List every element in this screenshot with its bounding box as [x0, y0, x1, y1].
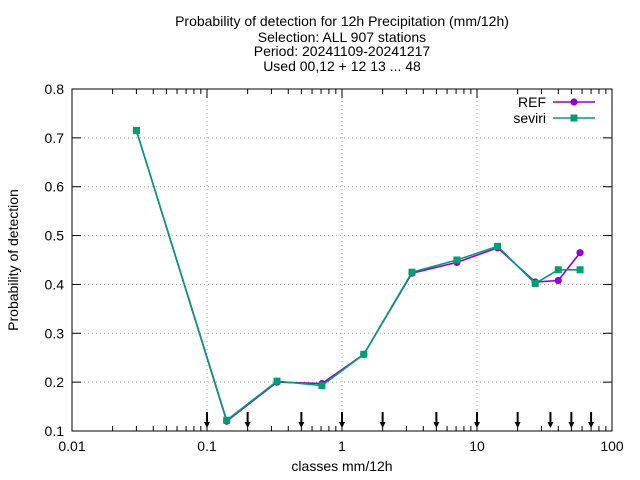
data-point: [360, 350, 368, 358]
class-boundary-arrowhead: [379, 422, 386, 428]
class-boundary-arrowhead: [244, 422, 251, 428]
data-point: [570, 114, 578, 122]
plot-frame: [71, 88, 613, 432]
data-point: [408, 268, 416, 276]
y-tick-label: 0.6: [45, 179, 65, 195]
chart-title-line-4: Used 00,12 + 12 13 ... 48: [263, 58, 421, 74]
class-boundary-arrowhead: [298, 422, 305, 428]
data-point: [554, 276, 562, 285]
data-point: [223, 416, 231, 424]
x-tick-label: 1: [338, 438, 346, 454]
data-point: [453, 256, 461, 264]
x-tick-label: 10: [469, 438, 485, 454]
y-tick-label: 0.8: [45, 81, 65, 97]
data-point: [273, 377, 281, 385]
series-seviri: [132, 127, 584, 424]
data-point: [554, 266, 562, 274]
class-boundary-arrowhead: [433, 422, 440, 428]
class-boundary-arrowhead: [588, 422, 595, 428]
class-boundary-arrowhead: [568, 422, 575, 428]
chart-title: Probability of detection for 12h Precipi…: [175, 13, 509, 74]
class-boundary-arrowhead: [204, 422, 210, 428]
chart-title-line-3: Period: 20241109-20241217: [254, 43, 431, 59]
y-tick-label: 0.1: [45, 423, 65, 439]
series-REF: [132, 126, 584, 425]
x-tick-label: 100: [600, 438, 624, 454]
series-line: [135, 130, 581, 423]
y-tick-label: 0.4: [45, 276, 65, 292]
class-boundary-arrowhead: [514, 422, 521, 428]
data-point: [531, 279, 539, 287]
data-point: [494, 242, 502, 250]
data-point: [132, 127, 140, 135]
data-point: [318, 382, 326, 390]
grid: [72, 89, 612, 431]
legend-label: REF: [518, 94, 546, 110]
class-boundary-arrowhead: [474, 422, 480, 428]
chart-title-line-2: Selection: ALL 907 stations: [258, 29, 426, 45]
series-line: [135, 130, 581, 422]
data-point: [576, 249, 584, 257]
x-tick-label: 0.1: [197, 438, 217, 454]
y-tick-label: 0.5: [45, 228, 65, 244]
chart-title-line-1: Probability of detection for 12h Precipi…: [175, 13, 509, 29]
x-tick-label: 0.01: [58, 438, 85, 454]
y-tick-label: 0.3: [45, 325, 65, 341]
y-tick-label: 0.7: [45, 130, 65, 146]
data-point: [576, 266, 584, 274]
data-point: [570, 98, 578, 106]
y-axis-label: Probability of detection: [5, 189, 21, 331]
legend-label: seviri: [513, 110, 546, 126]
x-axis-label: classes mm/12h: [291, 458, 392, 474]
class-boundary-arrowhead: [547, 422, 554, 428]
class-boundary-arrows: [204, 412, 595, 428]
y-tick-label: 0.2: [45, 374, 65, 390]
class-boundary-arrowhead: [339, 422, 345, 428]
series: [132, 126, 584, 425]
